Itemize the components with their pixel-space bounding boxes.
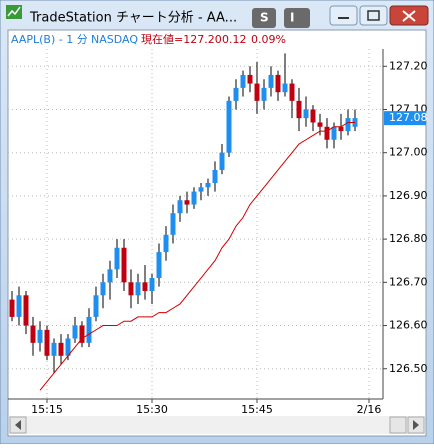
candle-body xyxy=(247,74,253,84)
candle-body xyxy=(275,74,281,93)
header-change: 0.12 xyxy=(222,33,247,46)
candle-body xyxy=(86,316,92,343)
candle-body xyxy=(121,247,127,283)
candle-body xyxy=(338,126,344,132)
candle-body xyxy=(163,234,169,253)
close-icon xyxy=(402,10,416,22)
candle-body xyxy=(289,83,295,101)
candle-body xyxy=(135,282,141,296)
y-tick-label: 126.90 xyxy=(389,189,428,202)
candle-body xyxy=(331,126,337,140)
candle-body xyxy=(345,118,351,132)
candle-body xyxy=(254,83,260,101)
window-title: TradeStation チャート分析 - AA... xyxy=(29,11,237,26)
candle-body xyxy=(212,169,218,183)
candle-body xyxy=(268,74,274,88)
candle-body xyxy=(9,299,15,317)
candle-body xyxy=(79,325,85,343)
candle-body xyxy=(170,213,176,235)
candle-body xyxy=(282,83,288,93)
candle-body xyxy=(72,325,78,339)
candle-body xyxy=(261,87,267,101)
candle-body xyxy=(233,87,239,101)
candle-body xyxy=(100,282,106,296)
candle-body xyxy=(219,152,225,170)
candle-body xyxy=(37,329,43,343)
scrollbar[interactable] xyxy=(9,416,425,434)
candle-body xyxy=(205,182,211,188)
candle-body xyxy=(142,282,148,291)
scroll-right-icon xyxy=(413,420,419,430)
i-button[interactable] xyxy=(284,8,310,28)
candle-body xyxy=(226,100,232,153)
candle-body xyxy=(149,278,155,291)
candle-body xyxy=(156,252,162,279)
minimize-button[interactable] xyxy=(329,5,358,26)
candle-body xyxy=(240,74,246,88)
candle-body xyxy=(93,295,99,317)
candle-body xyxy=(191,191,197,205)
chart-panel xyxy=(7,29,427,437)
candle-body xyxy=(184,200,190,205)
y-tick-label: 126.80 xyxy=(389,232,428,245)
app-icon-mark xyxy=(7,6,21,17)
maximize-icon xyxy=(367,10,380,21)
moving-average xyxy=(39,121,355,391)
header-last: 現在値=127.20 xyxy=(141,33,222,46)
candle-body xyxy=(296,100,302,119)
header-exchange: NASDAQ xyxy=(91,33,138,46)
x-tick-label: 2/16 xyxy=(357,403,382,416)
candle-body xyxy=(324,126,330,140)
candle-body xyxy=(177,200,183,214)
x-tick-label: 15:45 xyxy=(241,403,273,416)
y-tick-label: 126.50 xyxy=(389,362,428,375)
candle-body xyxy=(23,295,29,326)
y-tick-label: 126.60 xyxy=(389,319,428,332)
s-button-label[interactable]: S xyxy=(260,11,269,25)
candle-body xyxy=(16,295,22,317)
candle-body xyxy=(303,109,309,119)
last-price-label: 127.08 xyxy=(389,111,428,124)
y-tick-label: 127.20 xyxy=(389,59,428,72)
s-button[interactable] xyxy=(252,8,276,28)
y-tick-label: 127.00 xyxy=(389,146,428,159)
header-symbol: AAPL(B) - 1 分 xyxy=(11,33,88,46)
candle-body xyxy=(310,109,316,123)
last-price-box xyxy=(384,111,426,126)
candle-body xyxy=(30,325,36,343)
x-tick-label: 15:30 xyxy=(136,403,168,416)
candle-body xyxy=(58,342,64,356)
scroll-thumb[interactable] xyxy=(389,416,407,434)
header-change-pct: 0.09% xyxy=(251,33,286,46)
candle-body xyxy=(44,329,50,356)
x-tick-label: 15:15 xyxy=(31,403,63,416)
i-button-label[interactable]: I xyxy=(290,11,294,25)
candle-body xyxy=(107,269,113,283)
candle-body xyxy=(51,342,57,356)
candle-body xyxy=(128,282,134,296)
candle-body xyxy=(317,122,323,127)
maximize-button[interactable] xyxy=(359,5,388,26)
y-tick-label: 126.70 xyxy=(389,275,428,288)
candle-body xyxy=(65,338,71,356)
candle-body xyxy=(198,187,204,192)
scroll-left-icon xyxy=(15,420,21,430)
candle-body xyxy=(114,247,120,270)
